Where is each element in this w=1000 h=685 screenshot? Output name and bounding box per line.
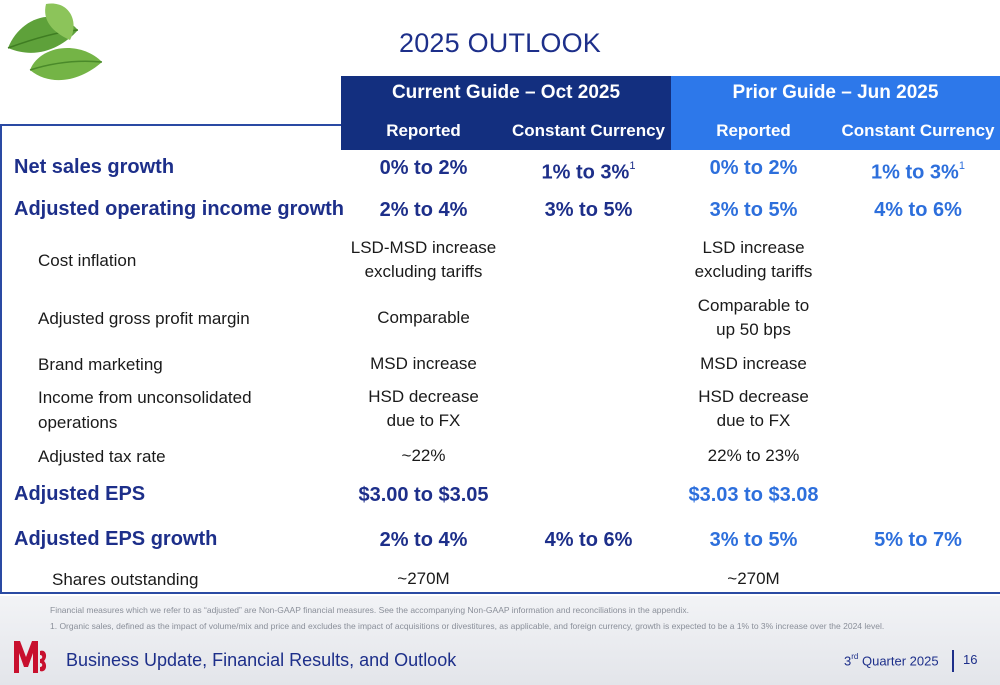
row-label: Income from unconsolidated operations (38, 388, 252, 432)
cell-current-reported: 2% to 4% (379, 529, 468, 551)
footnote-adjusted: Financial measures which we refer to as … (50, 605, 689, 615)
cell-current-reported: 0% to 2% (379, 157, 468, 179)
footer-band (0, 596, 1000, 685)
row-label: Adjusted EPS (14, 483, 146, 505)
row-label: Adjusted gross profit margin (38, 309, 250, 328)
cell-current-constant: 3% to 5% (544, 199, 633, 221)
cell-current-constant: 1% to 3%1 (541, 160, 636, 184)
cell-current-reported: ~22% (401, 446, 446, 465)
current-guide-header-bg (341, 76, 671, 150)
col-current-reported: Reported (386, 121, 461, 140)
cell-current-reported: 2% to 4% (379, 199, 468, 221)
page-number: 16 (963, 652, 978, 667)
cell-current-reported: MSD increase (370, 354, 477, 373)
row-label: Adjusted EPS growth (14, 528, 218, 550)
basil-leaf-icon (7, 3, 103, 81)
row-label: Cost inflation (38, 251, 137, 270)
cell-current-constant: 4% to 6% (544, 529, 633, 551)
cell-prior-reported: 3% to 5% (709, 529, 798, 551)
cell-current-reported: LSD-MSD increase excluding tariffs (350, 238, 497, 281)
footnote-organic-sales: 1. Organic sales, defined as the impact … (50, 621, 885, 631)
footnote-ref: 1 (629, 160, 636, 172)
col-current-constant-currency: Constant Currency (511, 121, 666, 140)
cell-prior-constant: 1% to 3%1 (871, 160, 965, 184)
current-guide-header: Current Guide – Oct 2025 (391, 82, 621, 103)
cell-current-reported: HSD decrease due to FX (368, 387, 479, 430)
footer-title: Business Update, Financial Results, and … (66, 650, 457, 670)
footer-quarter: 3rd Quarter 2025 (844, 652, 939, 669)
cell-prior-constant: 5% to 7% (874, 529, 962, 551)
cell-prior-reported: LSD increase excluding tariffs (694, 238, 813, 281)
prior-guide-header: Prior Guide – Jun 2025 (732, 82, 939, 103)
row-label: Adjusted tax rate (38, 447, 166, 466)
cell-prior-reported: 0% to 2% (709, 157, 798, 179)
cell-prior-reported: 3% to 5% (709, 199, 798, 221)
cell-prior-reported: HSD decrease due to FX (698, 387, 809, 430)
cell-prior-reported: ~270M (727, 569, 780, 588)
footer-separator (952, 650, 954, 672)
row-label: Adjusted operating income growth (14, 198, 345, 220)
row-label: Shares outstanding (52, 570, 199, 589)
cell-prior-reported: Comparable to up 50 bps (697, 296, 810, 339)
footnote-ref: 1 (958, 160, 965, 172)
col-prior-reported: Reported (716, 121, 791, 140)
cell-current-reported: ~270M (397, 569, 450, 588)
prior-guide-header-bg (671, 76, 1000, 150)
page-title: 2025 OUTLOOK (399, 28, 601, 58)
row-label: Net sales growth (14, 156, 175, 178)
mccormick-logo (14, 641, 47, 673)
row-label: Brand marketing (38, 355, 163, 374)
col-prior-constant-currency: Constant Currency (841, 121, 995, 140)
cell-current-reported: $3.00 to $3.05 (358, 484, 489, 506)
cell-prior-reported: MSD increase (700, 354, 807, 373)
cell-prior-constant: 4% to 6% (874, 199, 962, 221)
cell-prior-reported: 22% to 23% (707, 446, 800, 465)
cell-current-reported: Comparable (377, 308, 470, 327)
cell-prior-reported: $3.03 to $3.08 (688, 484, 819, 506)
